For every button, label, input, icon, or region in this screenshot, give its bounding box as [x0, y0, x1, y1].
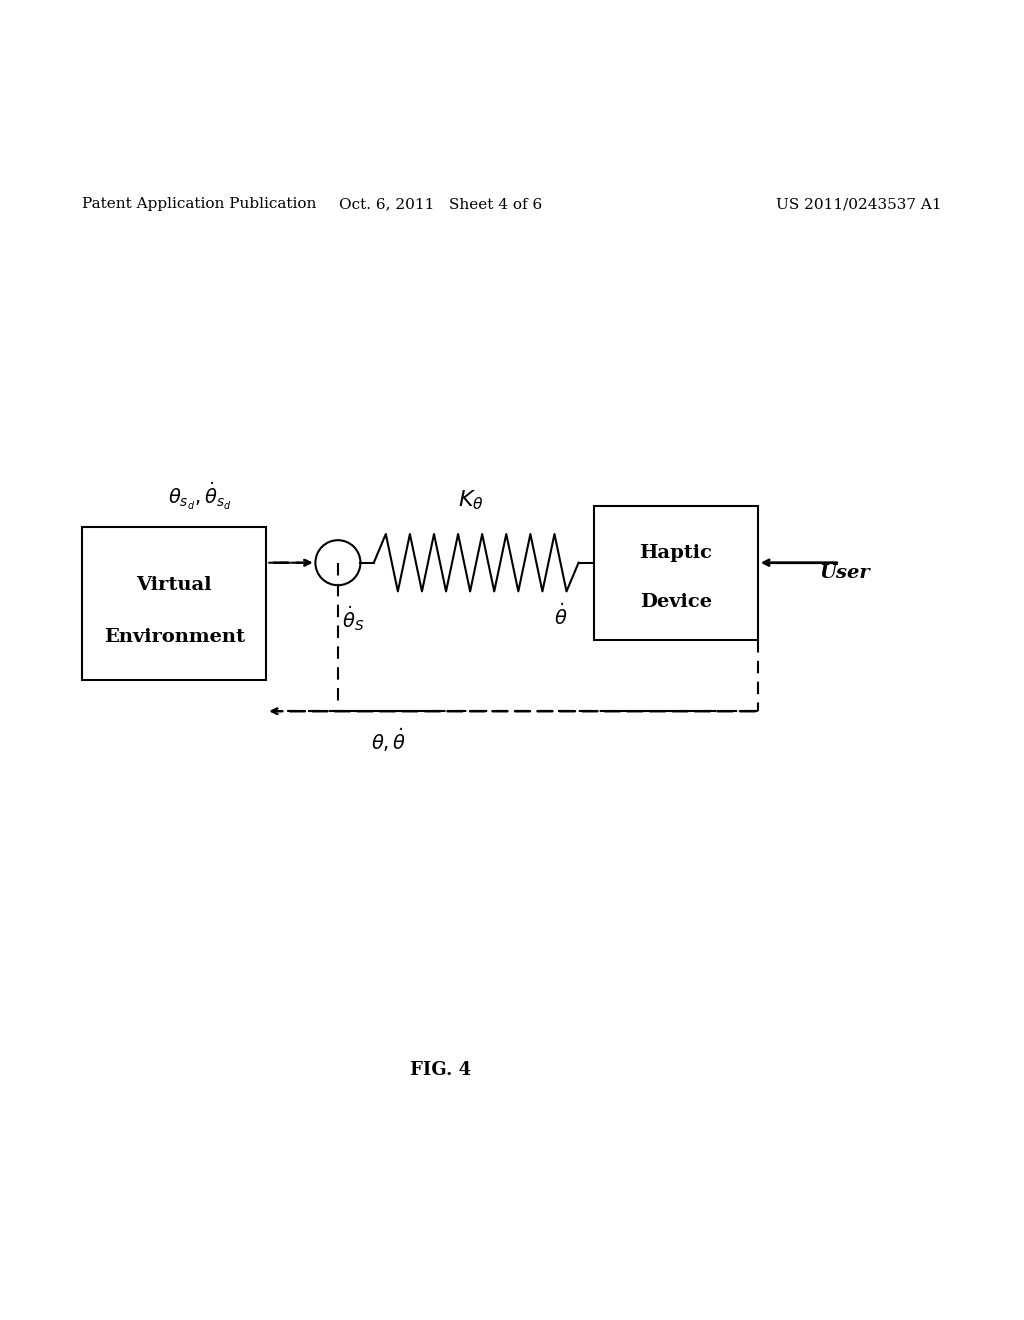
Text: $\dot{\theta}$: $\dot{\theta}$: [554, 603, 568, 630]
Text: $\theta, \dot{\theta}$: $\theta, \dot{\theta}$: [372, 726, 407, 754]
Text: Patent Application Publication: Patent Application Publication: [82, 197, 316, 211]
Text: User: User: [819, 564, 869, 582]
Text: Oct. 6, 2011   Sheet 4 of 6: Oct. 6, 2011 Sheet 4 of 6: [339, 197, 542, 211]
FancyBboxPatch shape: [594, 507, 758, 639]
Text: Environment: Environment: [103, 628, 245, 647]
Text: $\dot{\theta}_S$: $\dot{\theta}_S$: [342, 603, 365, 632]
Text: Haptic: Haptic: [639, 544, 713, 562]
Text: Virtual: Virtual: [136, 577, 212, 594]
Text: US 2011/0243537 A1: US 2011/0243537 A1: [776, 197, 942, 211]
Text: FIG. 4: FIG. 4: [410, 1060, 471, 1078]
FancyBboxPatch shape: [82, 527, 266, 681]
Text: $\theta_{s_d}, \dot{\theta}_{s_d}$: $\theta_{s_d}, \dot{\theta}_{s_d}$: [168, 480, 231, 512]
Text: Device: Device: [640, 593, 712, 611]
Text: $K_\theta$: $K_\theta$: [458, 488, 484, 512]
